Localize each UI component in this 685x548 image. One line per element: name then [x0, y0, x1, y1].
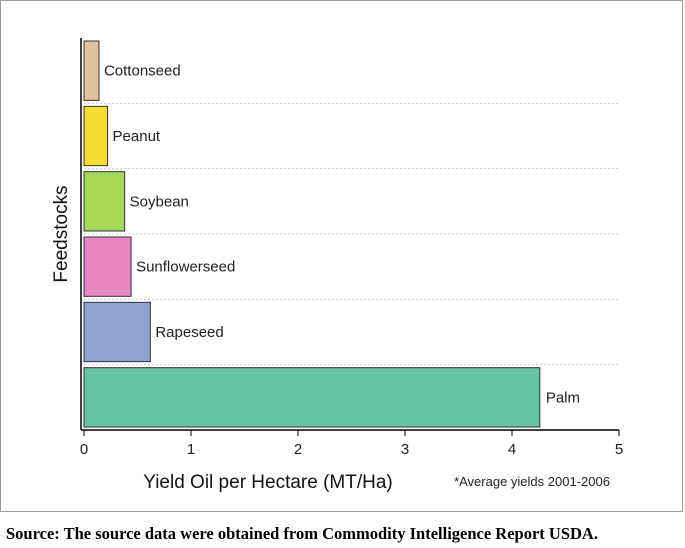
bars	[83, 40, 541, 428]
x-ticks: 0 1 2 3 4 5	[80, 430, 623, 458]
x-tick-label: 2	[294, 441, 302, 458]
bar-palm	[83, 367, 541, 428]
grid-lines	[84, 102, 619, 366]
bar-label-rapeseed: Rapeseed	[155, 324, 223, 341]
bar-label-cottonseed: Cottonseed	[104, 63, 181, 80]
y-axis-title: Feedstocks	[51, 185, 72, 282]
bar-label-palm: Palm	[546, 389, 580, 406]
x-tick-label: 3	[401, 441, 409, 458]
bar-sunflowerseed	[83, 236, 132, 297]
bar-peanut	[83, 105, 109, 167]
x-tick-label: 0	[80, 441, 88, 458]
x-tick-label: 1	[187, 441, 195, 458]
footnote: *Average yields 2001-2006	[454, 474, 610, 489]
bar-soybean	[83, 171, 126, 232]
bar-label-sunflowerseed: Sunflowerseed	[136, 259, 235, 276]
x-axis-title: Yield Oil per Hectare (MT/Ha)	[143, 472, 393, 493]
bar-rapeseed	[83, 301, 151, 363]
x-tick-label: 5	[615, 441, 623, 458]
bar-label-soybean: Soybean	[130, 193, 189, 210]
bar-cottonseed	[83, 40, 100, 101]
bar-label-peanut: Peanut	[113, 128, 161, 145]
source-caption: Source: The source data were obtained fr…	[6, 524, 598, 543]
x-tick-label: 4	[508, 441, 516, 458]
bar-labels: Cottonseed Peanut Soybean Sunflowerseed Rape…	[104, 63, 580, 407]
